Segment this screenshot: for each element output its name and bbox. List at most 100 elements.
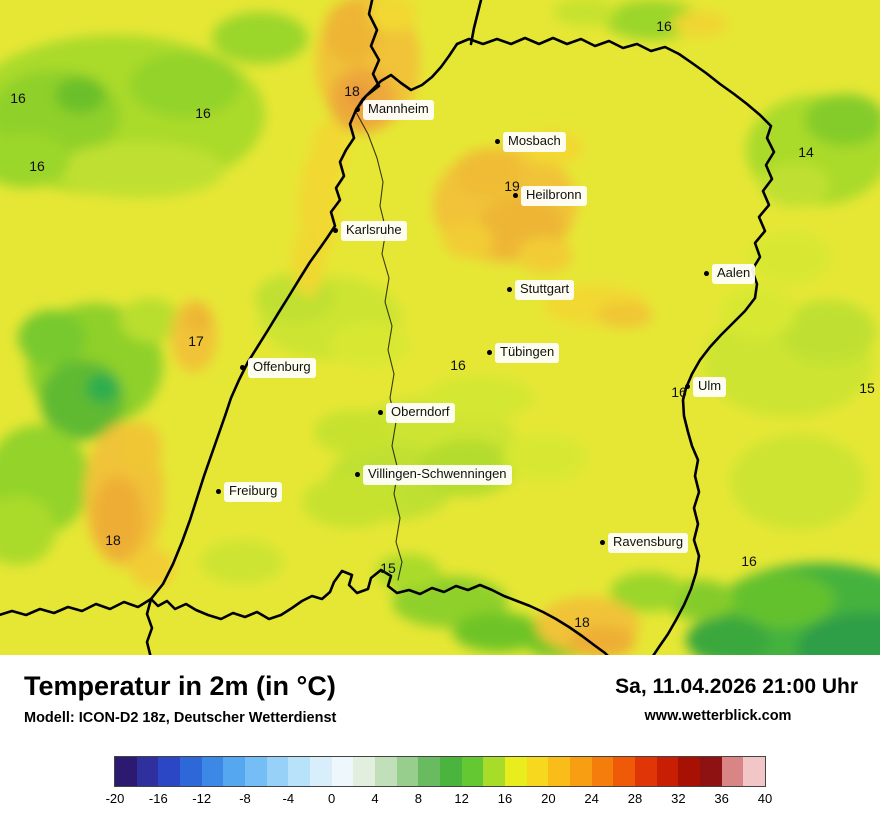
city-dot-icon	[495, 139, 500, 145]
colorbar-segment	[526, 757, 549, 786]
colorbar-segment	[418, 757, 441, 786]
city-label: Karlsruhe	[341, 221, 407, 241]
city-layer: Mannheim Mosbach Heilbronn Karlsruhe Stuttga…	[216, 100, 756, 553]
city-marker: Ulm	[685, 377, 727, 397]
colorbar-ticks: -20 -16 -12 -8 -4 0 4 8 12 16 20 24 28 32 36 40	[106, 791, 773, 807]
city-label: Stuttgart	[515, 280, 575, 300]
page-title: Temperatur in 2m (in °C)	[24, 671, 336, 701]
city-dot-icon	[685, 384, 690, 390]
temp-value-label: 16	[741, 553, 757, 569]
temp-value-label: 16	[29, 158, 45, 174]
footer-panel: Temperatur in 2m (in °C) Modell: ICON-D2…	[0, 655, 880, 830]
temp-value-label: 15	[380, 560, 396, 576]
colorbar-segment	[223, 757, 246, 786]
city-marker: Mosbach	[495, 132, 566, 152]
city-label: Tübingen	[495, 343, 560, 363]
colorbar-segment	[700, 757, 722, 786]
city-label: Offenburg	[248, 358, 316, 378]
city-dot-icon	[216, 489, 221, 495]
colorbar-segment	[396, 757, 419, 786]
temp-value-label: 17	[188, 333, 204, 349]
temp-value-label: 16	[195, 105, 211, 121]
colorbar-segment	[266, 757, 289, 786]
city-dot-icon	[355, 472, 360, 478]
colorbar-tick-label: 0	[328, 791, 336, 806]
colorbar-segment	[245, 757, 267, 786]
temp-value-label: 18	[105, 532, 121, 548]
colorbar-segment	[331, 757, 354, 786]
colorbar-segment	[375, 757, 397, 786]
colorbar-tick-label: 40	[757, 791, 773, 806]
city-marker: Aalen	[704, 264, 756, 284]
city-marker: Oberndorf	[378, 403, 455, 423]
city-dot-icon	[487, 350, 492, 356]
website-label: www.wetterblick.com	[644, 708, 792, 724]
city-label: Ravensburg	[608, 533, 689, 553]
colorbar-tick-label: 32	[671, 791, 686, 806]
colorbar-segment	[613, 757, 636, 786]
colorbar-tick-label: 4	[371, 791, 379, 806]
colorbar-segment	[548, 757, 571, 786]
colorbar-segment	[201, 757, 224, 786]
city-marker: Heilbronn	[513, 186, 587, 206]
valid-datetime: Sa, 11.04.2026 21:00 Uhr	[615, 675, 858, 698]
colorbar-segment	[461, 757, 484, 786]
colorbar-tick-label: 12	[454, 791, 469, 806]
colorbar-segment	[656, 757, 679, 786]
city-marker: Offenburg	[240, 358, 316, 378]
temp-layer: 16 16 16 16 14 18 19 17 16 15 16 18 15 16 18	[10, 18, 875, 630]
colorbar-tick-label: -20	[105, 791, 125, 806]
temp-value-label: 15	[859, 380, 875, 396]
temp-value-label: 18	[574, 614, 590, 630]
colorbar-tick-label: -8	[239, 791, 251, 806]
city-label: Mosbach	[503, 132, 566, 152]
city-dot-icon	[513, 193, 518, 199]
temp-value-label: 16	[10, 90, 26, 106]
colorbar-segment	[288, 757, 311, 786]
colorbar-tick-label: 20	[541, 791, 556, 806]
city-dot-icon	[704, 271, 709, 277]
colorbar-tick-label: 16	[497, 791, 513, 806]
temp-value-label: 16	[450, 357, 466, 373]
temp-value-label: 19	[504, 178, 520, 194]
temp-value-label: 14	[798, 144, 814, 160]
city-dot-icon	[378, 410, 383, 416]
city-marker: Stuttgart	[507, 280, 575, 300]
city-marker: Karlsruhe	[333, 221, 407, 241]
colorbar-segment	[115, 757, 137, 786]
colorbar-segment	[483, 757, 506, 786]
colorbar-segment	[180, 757, 202, 786]
temperature-field	[0, 0, 880, 655]
city-dot-icon	[507, 287, 512, 293]
city-marker: Freiburg	[216, 482, 283, 502]
colorbar-segment	[158, 757, 181, 786]
temp-value-label: 16	[656, 18, 672, 34]
colorbar-segment	[505, 757, 527, 786]
colorbar	[114, 756, 766, 787]
colorbar-tick-label: 24	[584, 791, 599, 806]
colorbar-segment	[591, 757, 614, 786]
state-border-lines	[0, 0, 776, 655]
temp-value-label: 18	[344, 83, 360, 99]
city-marker: Mannheim	[355, 100, 434, 120]
city-label: Aalen	[712, 264, 756, 284]
model-info: Modell: ICON-D2 18z, Deutscher Wetterdie…	[24, 710, 337, 726]
city-dot-icon	[355, 107, 360, 113]
colorbar-segment	[635, 757, 657, 786]
city-label: Freiburg	[224, 482, 283, 502]
colorbar-segment	[743, 757, 766, 786]
colorbar-tick-label: -12	[192, 791, 212, 806]
city-marker: Tübingen	[487, 343, 560, 363]
city-dot-icon	[240, 365, 245, 371]
colorbar-tick-label: 36	[714, 791, 729, 806]
colorbar-tick-label: 28	[627, 791, 643, 806]
city-label: Oberndorf	[386, 403, 455, 423]
map-canvas	[0, 0, 880, 655]
colorbar-segment	[310, 757, 332, 786]
colorbar-tick-label: -4	[282, 791, 295, 806]
colorbar-segment	[570, 757, 592, 786]
colorbar-segment	[136, 757, 159, 786]
temp-value-label: 16	[671, 384, 687, 400]
colorbar-tick-label: -16	[148, 791, 168, 806]
